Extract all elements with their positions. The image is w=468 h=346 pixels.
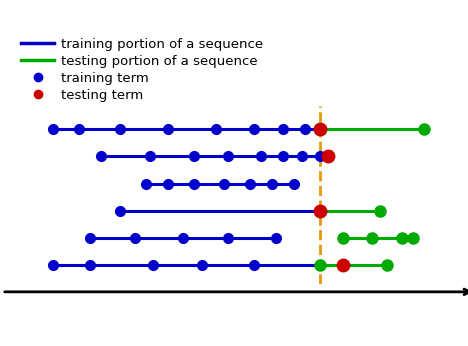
Legend: training portion of a sequence, testing portion of a sequence, training term, te: training portion of a sequence, testing … [22, 38, 263, 102]
